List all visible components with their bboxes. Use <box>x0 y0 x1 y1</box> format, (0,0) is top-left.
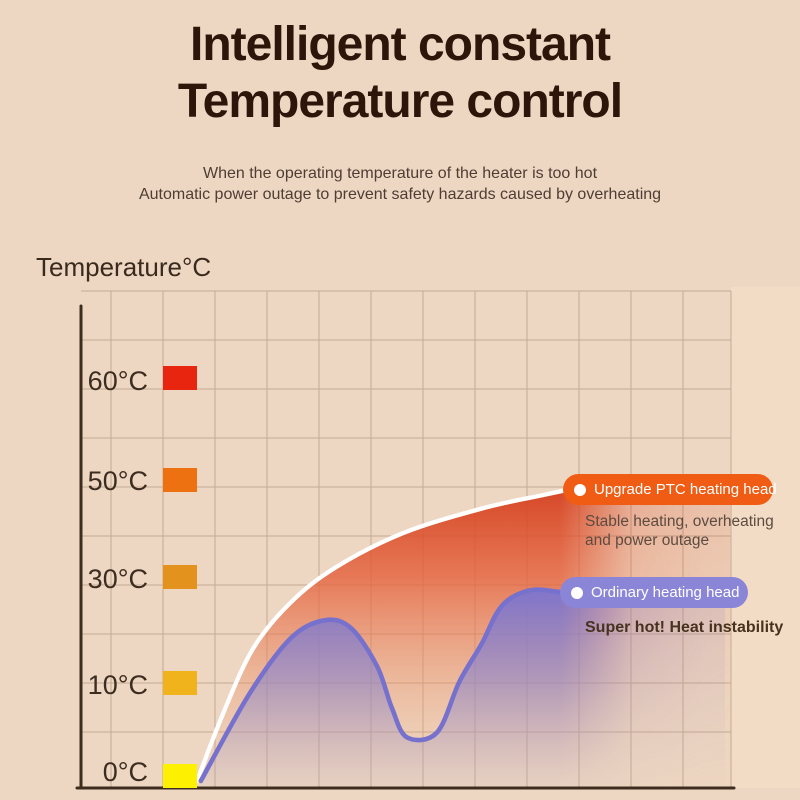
legend-label-ptc: Upgrade PTC heating head <box>594 481 777 498</box>
page-title: Intelligent constant Temperature control <box>0 16 800 130</box>
tick-label-30c: 30°C <box>87 564 148 594</box>
note-ptc-line2: and power outage <box>585 532 710 549</box>
legend-label-ordinary: Ordinary heating head <box>591 584 740 601</box>
note-ptc-line1: Stable heating, overheating <box>585 513 774 530</box>
y-axis-title: Temperature°C <box>36 252 212 282</box>
right-light-band <box>731 287 800 788</box>
tick-swatch-0c <box>163 764 197 788</box>
legend-pill-ordinary: Ordinary heating head <box>560 577 748 608</box>
subtitle-line2: Automatic power outage to prevent safety… <box>138 186 662 203</box>
legend-pill-ptc: Upgrade PTC heating head <box>563 474 777 505</box>
tick-swatch-60c <box>163 366 197 390</box>
legend-dot-icon <box>574 483 586 496</box>
page-subtitle: When the operating temperature of the he… <box>0 163 800 205</box>
ordinary-area-fill <box>200 589 726 786</box>
note-ptc: Stable heating, overheating and power ou… <box>585 512 774 550</box>
tick-label-60c: 60°C <box>87 366 148 396</box>
ptc-curve <box>194 486 575 784</box>
tick-label-10c: 10°C <box>87 670 148 700</box>
ordinary-curve <box>198 587 564 784</box>
legend-dot-icon <box>571 586 583 599</box>
subtitle-line1: When the operating temperature of the he… <box>202 165 598 182</box>
tick-label-0c: 0°C <box>102 757 148 787</box>
tick-swatch-30c <box>163 565 197 589</box>
note-ordinary: Super hot! Heat instability <box>585 619 784 636</box>
tick-swatch-10c <box>163 671 197 695</box>
axis-lines <box>75 304 736 790</box>
page-title-line1: Intelligent constant <box>189 18 611 71</box>
tick-swatch-50c <box>163 468 197 492</box>
tick-label-50c: 50°C <box>87 466 148 496</box>
page-title-line2: Temperature control <box>177 75 623 128</box>
